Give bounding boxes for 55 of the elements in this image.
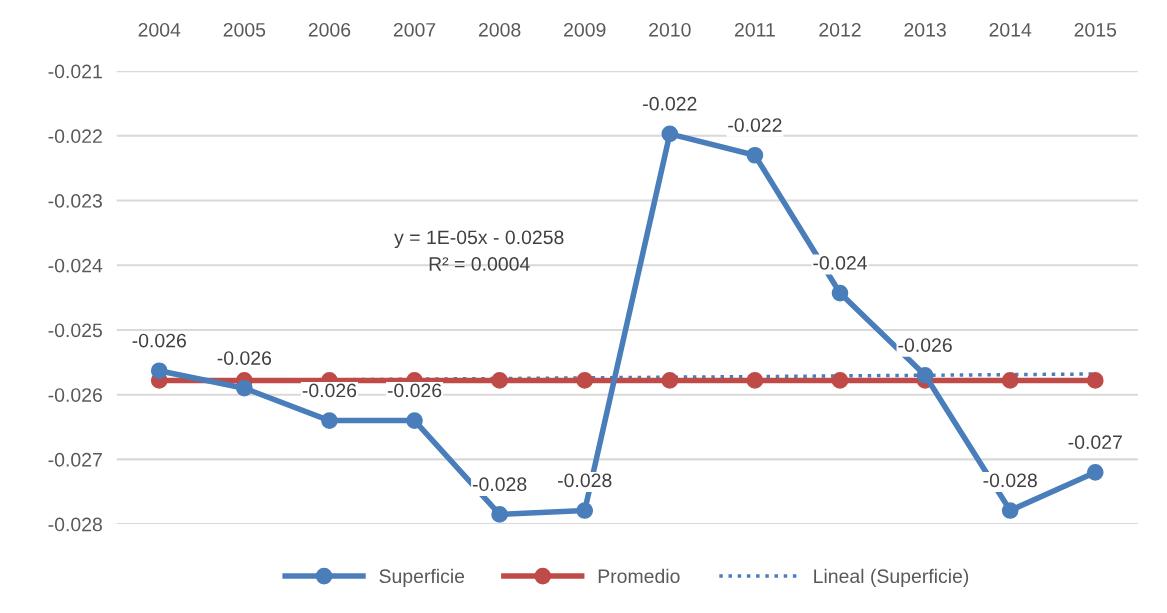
x-tick-label: 2006 <box>308 22 351 37</box>
point <box>831 372 849 389</box>
y-tick-label: -0.024 <box>48 258 103 273</box>
x-tick-label: 2012 <box>819 22 861 37</box>
x-tick-label: 2015 <box>1074 22 1117 37</box>
data-label: -0.026 <box>898 338 952 352</box>
y-tick-label: -0.022 <box>48 129 102 144</box>
point <box>576 502 594 519</box>
point <box>1001 502 1019 519</box>
annotation: y = 1E-05x - 0.0258 R² = 0.0004 <box>394 230 564 271</box>
y-tick-label: -0.028 <box>48 517 102 532</box>
point <box>661 372 679 389</box>
point <box>406 412 423 429</box>
data-label: -0.028 <box>983 473 1037 488</box>
data-label: -0.026 <box>217 351 272 365</box>
legend-label: Lineal (Superficie) <box>814 568 969 587</box>
data-label: -0.028 <box>472 477 527 492</box>
x-tick-label: 2014 <box>989 22 1032 37</box>
y-tick-label: -0.027 <box>48 452 102 467</box>
data-label: -0.022 <box>728 118 782 132</box>
point <box>746 146 764 164</box>
point <box>491 506 508 523</box>
legend-label: Superficie <box>379 568 465 587</box>
point <box>150 362 168 380</box>
x-tick-label: 2011 <box>734 22 775 37</box>
y-tick-label: -0.023 <box>48 194 102 208</box>
point <box>661 125 679 143</box>
x-tick-label: 2009 <box>564 22 606 37</box>
data-label: -0.028 <box>558 473 612 488</box>
x-tick-label: 2005 <box>223 22 266 37</box>
y-tick-label: -0.021 <box>48 64 102 79</box>
point <box>576 372 594 389</box>
point <box>1086 372 1104 389</box>
data-label: -0.024 <box>813 256 867 270</box>
data-label: -0.026 <box>387 383 442 398</box>
legend-label: Promedio <box>598 568 680 584</box>
point <box>491 372 508 389</box>
data-label: -0.026 <box>132 333 186 348</box>
x-tick-label: 2007 <box>393 22 436 37</box>
point <box>746 372 764 389</box>
point <box>321 412 338 429</box>
y-tick-label: -0.026 <box>48 388 102 402</box>
point <box>236 379 253 397</box>
y-tick-label: -0.025 <box>48 323 102 338</box>
point <box>1001 372 1019 389</box>
data-label: -0.027 <box>1068 435 1122 450</box>
x-tick-label: 2008 <box>478 22 521 37</box>
x-tick-label: 2004 <box>138 22 181 37</box>
data-label: -0.022 <box>643 96 697 111</box>
point <box>1086 464 1104 481</box>
x-tick-label: 2013 <box>904 22 946 37</box>
x-tick-label: 2010 <box>649 22 691 37</box>
data-label: -0.026 <box>302 383 357 398</box>
point <box>916 366 934 384</box>
point <box>831 284 849 302</box>
